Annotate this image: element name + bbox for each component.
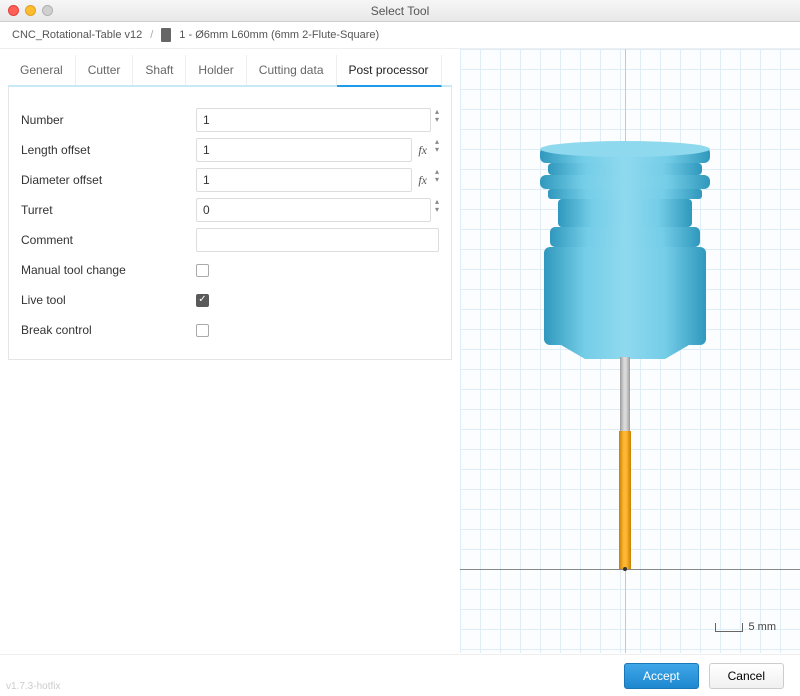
label-number: Number — [21, 113, 196, 127]
checkbox-manual-tool-change[interactable] — [196, 264, 209, 277]
breadcrumb: CNC_Rotational-Table v12 / 1 - Ø6mm L60m… — [0, 22, 800, 49]
input-number[interactable]: 1 — [196, 108, 431, 132]
tab-holder[interactable]: Holder — [186, 55, 246, 85]
input-length-offset[interactable]: 1 — [196, 138, 412, 162]
tip-point — [623, 567, 627, 571]
select-tool-window: Select Tool CNC_Rotational-Table v12 / 1… — [0, 0, 800, 696]
spinner-length-offset[interactable]: ▴▾ — [435, 142, 439, 158]
tab-general[interactable]: General — [8, 55, 76, 85]
spinner-number[interactable]: ▴▾ — [435, 112, 439, 128]
label-live-tool: Live tool — [21, 293, 196, 307]
label-turret: Turret — [21, 203, 196, 217]
shaft-graphic — [620, 357, 630, 431]
breadcrumb-tool[interactable]: 1 - Ø6mm L60mm (6mm 2-Flute-Square) — [179, 29, 379, 41]
breadcrumb-separator: / — [150, 29, 153, 41]
scale-bar-icon — [715, 623, 743, 632]
row-manual-tool-change: Manual tool change — [21, 255, 439, 285]
cutter-graphic — [619, 431, 631, 569]
tab-cutter[interactable]: Cutter — [76, 55, 134, 85]
row-break-control: Break control — [21, 315, 439, 345]
window-controls — [8, 5, 53, 16]
scale-label: 5 mm — [749, 621, 777, 633]
checkbox-live-tool[interactable] — [196, 294, 209, 307]
version-label: v1.7.3-hotfix — [6, 681, 60, 692]
left-panel: General Cutter Shaft Holder Cutting data… — [0, 49, 460, 653]
row-length-offset: Length offset 1 fx ▴▾ — [21, 135, 439, 165]
tabs: General Cutter Shaft Holder Cutting data… — [8, 55, 452, 87]
tab-cutting-data[interactable]: Cutting data — [247, 55, 337, 85]
label-manual-tool-change: Manual tool change — [21, 263, 196, 277]
input-turret[interactable]: 0 — [196, 198, 431, 222]
checkbox-break-control[interactable] — [196, 324, 209, 337]
label-break-control: Break control — [21, 323, 196, 337]
titlebar: Select Tool — [0, 0, 800, 22]
breadcrumb-project[interactable]: CNC_Rotational-Table v12 — [12, 29, 142, 41]
label-comment: Comment — [21, 233, 196, 247]
row-turret: Turret 0 ▴▾ — [21, 195, 439, 225]
accept-button[interactable]: Accept — [624, 663, 699, 689]
row-live-tool: Live tool — [21, 285, 439, 315]
post-processor-form: Number 1 ▴▾ Length offset 1 fx ▴▾ Diamet — [8, 87, 452, 360]
zoom-window-button[interactable] — [42, 5, 53, 16]
spinner-turret[interactable]: ▴▾ — [435, 202, 439, 218]
footer: Accept Cancel — [0, 654, 800, 696]
holder-graphic — [540, 139, 710, 382]
label-diameter-offset: Diameter offset — [21, 173, 196, 187]
cancel-button[interactable]: Cancel — [709, 663, 784, 689]
row-diameter-offset: Diameter offset 1 fx ▴▾ — [21, 165, 439, 195]
input-diameter-offset[interactable]: 1 — [196, 168, 412, 192]
window-title: Select Tool — [8, 4, 792, 18]
label-length-offset: Length offset — [21, 143, 196, 157]
row-comment: Comment — [21, 225, 439, 255]
fx-icon[interactable]: fx — [418, 173, 427, 188]
close-window-button[interactable] — [8, 5, 19, 16]
minimize-window-button[interactable] — [25, 5, 36, 16]
content-area: General Cutter Shaft Holder Cutting data… — [0, 49, 800, 653]
scale-indicator: 5 mm — [715, 621, 777, 633]
input-comment[interactable] — [196, 228, 439, 252]
tool-preview[interactable]: 5 mm — [460, 49, 800, 653]
tab-post-processor[interactable]: Post processor — [337, 55, 442, 87]
tab-shaft[interactable]: Shaft — [133, 55, 186, 85]
spinner-diameter-offset[interactable]: ▴▾ — [435, 172, 439, 188]
row-number: Number 1 ▴▾ — [21, 105, 439, 135]
fx-icon[interactable]: fx — [418, 143, 427, 158]
tool-icon — [161, 28, 171, 42]
axis-horizontal — [460, 569, 800, 570]
